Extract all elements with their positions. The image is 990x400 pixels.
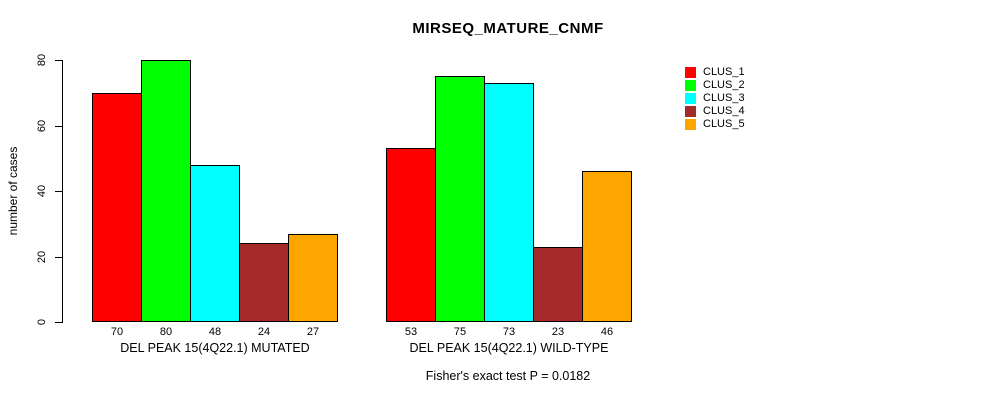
bar-clus_1-group2 xyxy=(386,148,436,322)
legend-label: CLUS_2 xyxy=(703,79,745,91)
legend-label: CLUS_5 xyxy=(703,118,745,130)
y-tick xyxy=(55,257,62,258)
fisher-test-note: Fisher's exact test P = 0.0182 xyxy=(425,369,591,383)
y-tick-label: 0 xyxy=(36,318,48,326)
y-tick-label: 20 xyxy=(36,250,48,264)
group-label-wild-type: DEL PEAK 15(4Q22.1) WILD-TYPE xyxy=(409,341,609,355)
y-tick xyxy=(55,322,62,323)
bar-value-label: 53 xyxy=(404,326,418,338)
legend-label: CLUS_1 xyxy=(703,66,745,78)
legend-swatch xyxy=(685,80,696,91)
y-axis-label: number of cases xyxy=(6,146,20,236)
legend-label: CLUS_4 xyxy=(703,105,745,117)
bar-clus_1-group1 xyxy=(92,93,142,322)
chart-title: MIRSEQ_MATURE_CNMF xyxy=(412,20,604,37)
y-tick-label: 60 xyxy=(36,119,48,133)
y-axis xyxy=(62,60,63,323)
y-tick xyxy=(55,191,62,192)
y-tick xyxy=(55,60,62,61)
bar-clus_5-group2 xyxy=(582,171,632,322)
bar-value-label: 48 xyxy=(208,326,222,338)
bar-value-label: 73 xyxy=(502,326,516,338)
legend-swatch xyxy=(685,93,696,104)
y-tick xyxy=(55,126,62,127)
legend-swatch xyxy=(685,106,696,117)
bar-clus_4-group2 xyxy=(533,247,583,322)
y-tick-label: 80 xyxy=(36,53,48,67)
bar-clus_4-group1 xyxy=(239,243,289,322)
legend-label: CLUS_3 xyxy=(703,92,745,104)
bar-value-label: 46 xyxy=(600,326,614,338)
group-label-mutated: DEL PEAK 15(4Q22.1) MUTATED xyxy=(120,341,310,355)
bar-value-label: 80 xyxy=(159,326,173,338)
bar-value-label: 24 xyxy=(257,326,271,338)
legend-swatch xyxy=(685,119,696,130)
bar-clus_3-group1 xyxy=(190,165,240,322)
bar-value-label: 27 xyxy=(306,326,320,338)
bar-value-label: 70 xyxy=(110,326,124,338)
bar-clus_5-group1 xyxy=(288,234,338,322)
bar-clus_2-group2 xyxy=(435,76,485,322)
bar-clus_2-group1 xyxy=(141,60,191,322)
y-tick-label: 40 xyxy=(36,184,48,198)
bar-value-label: 75 xyxy=(453,326,467,338)
legend-swatch xyxy=(685,67,696,78)
bar-value-label: 23 xyxy=(551,326,565,338)
bar-clus_3-group2 xyxy=(484,83,534,322)
